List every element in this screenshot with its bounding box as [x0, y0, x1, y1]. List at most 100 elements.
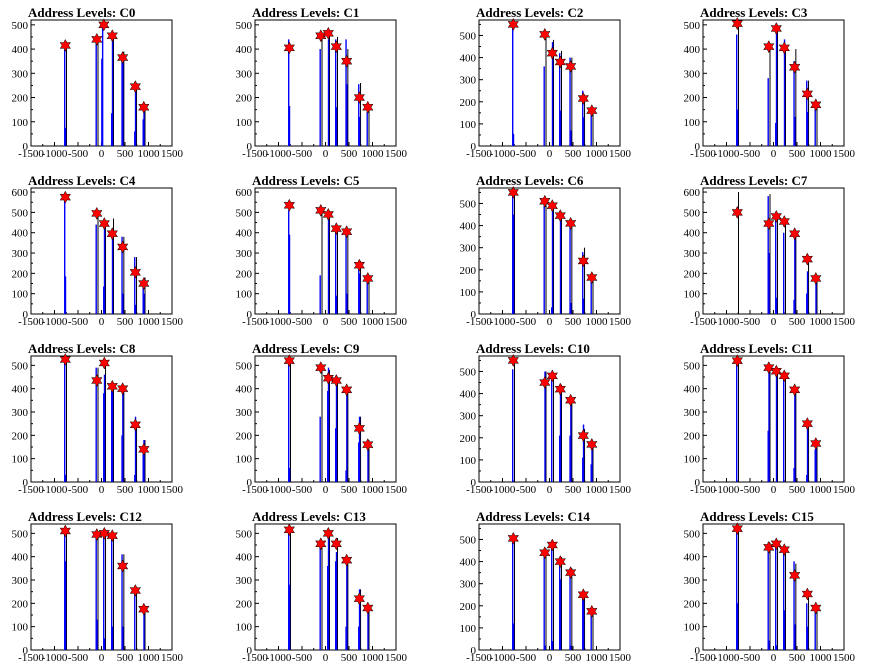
x-tick-label: -500 — [292, 652, 313, 664]
star-marker — [554, 209, 566, 223]
star-marker — [810, 98, 822, 112]
chart-panel: Address Levels: C0 0 100 200 300 400 500 -1500-… — [0, 0, 224, 168]
y-tick-label: 100 — [460, 119, 477, 131]
plot-frame — [254, 187, 397, 315]
star-marker — [731, 354, 743, 368]
y-tick-label: 300 — [236, 68, 253, 80]
x-tick-label: 1500 — [385, 148, 408, 160]
x-tick-label: 1500 — [609, 148, 632, 160]
star-marker — [586, 270, 598, 285]
x-tick-label: 1500 — [385, 484, 408, 496]
x-tick-label: 500 — [117, 316, 134, 328]
y-tick-label: 100 — [236, 454, 253, 466]
plot-frame — [254, 355, 397, 483]
chart-panel: Address Levels: C10 0 100 200 300 400 500 -1500… — [448, 336, 672, 504]
x-tick-label: -1500 — [242, 148, 268, 160]
x-tick-label: 1000 — [138, 148, 161, 160]
x-tick-label: -500 — [68, 484, 89, 496]
x-tick-label: -1000 — [490, 148, 516, 160]
chart-plot: 0 100 200 300 400 500 -1500-1000 -500 0 500 1000 15… — [12, 352, 184, 496]
star-marker — [106, 379, 118, 393]
star-marker — [801, 587, 814, 601]
x-tick-label: -1500 — [466, 316, 492, 328]
star-marker — [778, 41, 790, 55]
star-marker — [353, 90, 366, 105]
y-tick-label: 300 — [684, 68, 701, 80]
star-marker — [116, 382, 129, 396]
y-tick-label: 100 — [12, 289, 29, 301]
x-tick-label: -1500 — [466, 652, 492, 664]
y-tick-label: 100 — [12, 117, 29, 129]
chart-plot: 0 100 200 300 400 500 -1500-1000 -500 0 500 1000 15… — [460, 17, 632, 160]
star-marker — [330, 40, 342, 54]
star-marker — [778, 369, 790, 383]
chart-plot: 0 100 200 300 400 500 600 -1500-1000 -500 0 500 100… — [684, 187, 856, 328]
x-tick-label: -500 — [292, 484, 313, 496]
x-tick-label: 1000 — [138, 652, 161, 664]
x-tick-label: 500 — [565, 484, 582, 496]
star-marker — [362, 438, 374, 452]
star-marker — [731, 17, 743, 31]
star-marker — [98, 216, 111, 231]
star-marker — [731, 205, 743, 219]
x-tick-label: -1500 — [18, 652, 44, 664]
y-tick-label: 200 — [12, 430, 29, 442]
y-tick-label: 100 — [460, 287, 477, 299]
star-marker — [283, 198, 295, 212]
chart-plot: 0 100 200 300 400 500 600 -1500-1000 -500 0 500 100… — [236, 187, 408, 328]
x-tick-label: -500 — [292, 148, 313, 160]
y-tick-label: 100 — [460, 455, 477, 467]
x-tick-label: 1000 — [138, 484, 161, 496]
y-tick-label: 100 — [236, 289, 253, 301]
x-tick-label: 1500 — [385, 316, 408, 328]
star-marker — [330, 373, 342, 388]
star-marker — [283, 523, 295, 537]
x-tick-label: 0 — [547, 652, 553, 664]
y-tick-label: 200 — [460, 97, 477, 109]
x-tick-label: 500 — [341, 652, 358, 664]
star-marker — [546, 46, 559, 60]
star-marker — [129, 80, 142, 94]
y-tick-label: 400 — [236, 228, 253, 240]
y-tick-label: 0 — [471, 645, 477, 657]
star-marker — [283, 354, 295, 368]
x-tick-label: -1500 — [242, 484, 268, 496]
star-marker — [788, 227, 801, 241]
x-tick-label: 1000 — [362, 316, 385, 328]
y-tick-label: 100 — [684, 117, 701, 129]
x-tick-label: -1500 — [690, 148, 716, 160]
x-tick-label: -1000 — [266, 652, 292, 664]
y-tick-label: 200 — [460, 601, 477, 613]
x-tick-label: -500 — [740, 148, 761, 160]
y-tick-label: 200 — [684, 598, 701, 610]
star-marker — [283, 41, 295, 55]
x-tick-label: -1500 — [466, 484, 492, 496]
y-tick-label: 500 — [460, 198, 477, 210]
chart-plot: 0 100 200 300 400 500 -1500-1000 -500 0 500 1000 15… — [12, 18, 184, 160]
y-tick-label: 500 — [684, 20, 701, 32]
star-marker — [778, 543, 790, 557]
star-marker — [322, 526, 335, 540]
star-marker — [554, 55, 566, 69]
y-tick-label: 0 — [471, 309, 477, 321]
y-tick-label: 200 — [684, 268, 701, 280]
x-tick-label: -500 — [516, 652, 537, 664]
chart-panel: Address Levels: C6 0 100 200 300 400 500 -1500-… — [448, 168, 672, 336]
y-tick-label: 300 — [460, 579, 477, 591]
x-tick-label: -1000 — [266, 316, 292, 328]
y-tick-label: 400 — [684, 552, 701, 564]
y-tick-label: 0 — [471, 141, 477, 153]
star-marker — [507, 17, 519, 31]
y-tick-label: 200 — [684, 430, 701, 442]
x-tick-label: 0 — [323, 484, 329, 496]
x-tick-label: 1000 — [362, 652, 385, 664]
x-tick-label: -1000 — [266, 148, 292, 160]
y-tick-label: 100 — [684, 622, 701, 634]
y-tick-label: 0 — [247, 309, 253, 321]
x-tick-label: 1000 — [810, 148, 833, 160]
y-tick-label: 300 — [460, 243, 477, 255]
x-tick-label: 500 — [789, 652, 806, 664]
y-tick-label: 500 — [12, 207, 29, 219]
plot-frame — [254, 523, 397, 651]
y-tick-label: 100 — [236, 117, 253, 129]
